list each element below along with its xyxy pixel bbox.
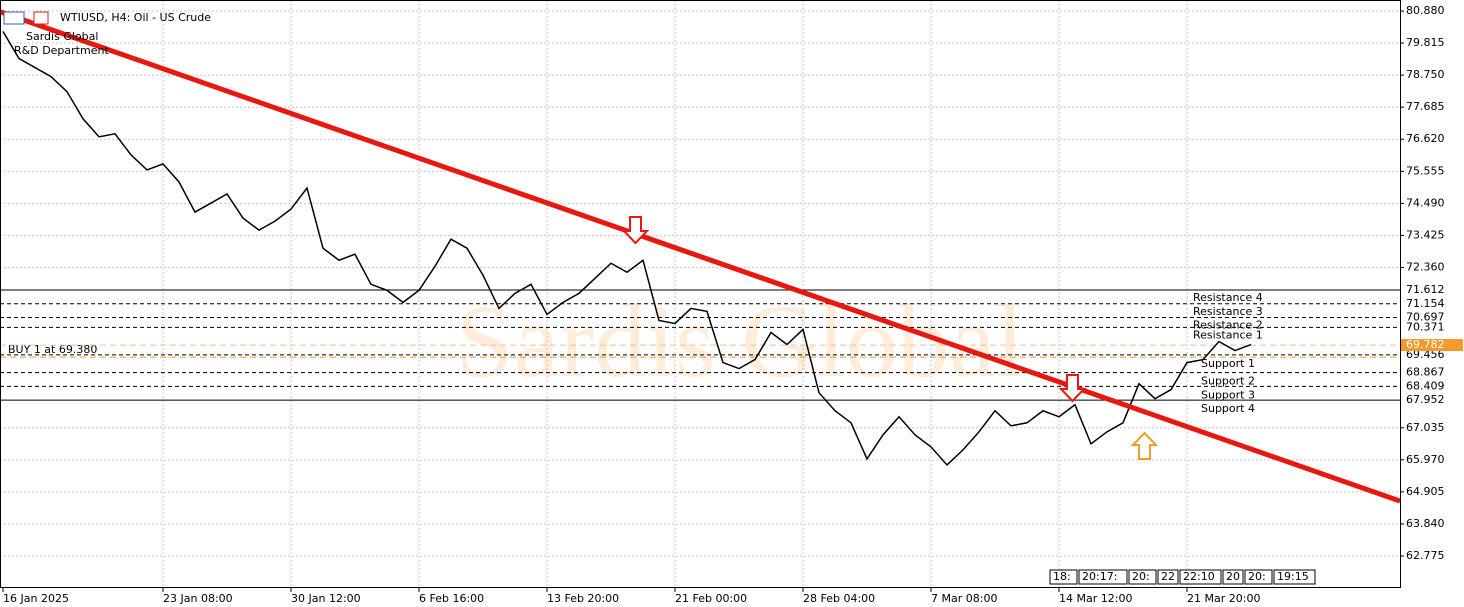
level-tag [1401,321,1463,334]
tab[interactable]: 20:17: [1078,569,1128,585]
tab-label: 20: [1248,570,1266,583]
y-tick-label: 64.905 [1406,485,1445,498]
tab-label: 20: [1132,570,1150,583]
level-tag-label: 71.612 [1406,283,1445,296]
tab[interactable]: 22 [1157,569,1179,585]
buy-label: BUY 1 at 69.380 [8,343,97,356]
tab-label: 20 [1226,570,1240,583]
y-tick-label: 62.775 [1406,549,1445,562]
level-label: Support 4 [1201,402,1255,415]
tab-label: 22:10 [1183,570,1215,583]
level-tag-label: 70.697 [1406,311,1445,324]
y-tick-label: 73.425 [1406,228,1445,241]
x-tick-label: 14 Mar 12:00 [1059,592,1132,605]
level-tag-label: 67.952 [1406,393,1445,406]
y-tick-label: 63.840 [1406,517,1445,530]
level-tag-label: 68.409 [1406,379,1445,392]
tab-label: 22 [1161,570,1175,583]
chart-title: WTIUSD, H4: Oil - US Crude [60,11,211,24]
tab[interactable]: 20: [1128,569,1157,585]
x-tick-label: 21 Feb 00:00 [675,592,747,605]
tab-label: 20:17: [1082,570,1117,583]
y-tick-label: 67.035 [1406,421,1445,434]
y-tick-label: 74.490 [1406,196,1445,209]
x-tick-label: 13 Feb 20:00 [547,592,619,605]
level-tag-label: 71.154 [1406,297,1445,310]
level-label: Resistance 2 [1193,319,1263,332]
sell-arrow [1058,374,1087,403]
tab-box [1179,569,1222,585]
x-tick-label: 7 Mar 08:00 [931,592,997,605]
y-tick-label: 78.750 [1406,68,1445,81]
level-tag [1401,283,1463,296]
x-tick-label: 6 Feb 16:00 [419,592,484,605]
sell-arrow [621,216,650,245]
tab-box [1273,569,1316,585]
plot-frame [0,0,1401,588]
tab[interactable]: 20 [1222,569,1244,585]
x-tick-label: 23 Jan 08:00 [163,592,233,605]
tab-box [1157,569,1179,585]
tab-box [1244,569,1273,585]
level-tag [1401,394,1463,407]
price-tag-label: 69.782 [1406,338,1445,351]
tab-box [1222,569,1244,585]
price-line-series [2,31,1252,467]
y-tick-label: 72.360 [1406,260,1445,273]
menu-icon[interactable] [3,11,25,25]
y-tick-label: 77.685 [1406,100,1445,113]
level-tag [1401,297,1463,310]
level-tag-label: 70.371 [1406,320,1445,333]
level-label: Resistance 4 [1193,291,1263,304]
watermark: Sardis Global [455,284,1024,399]
level-tag-label: 68.867 [1406,366,1445,379]
level-tag [1401,380,1463,393]
price-tag [1401,339,1463,352]
y-tick-label: 76.620 [1406,132,1445,145]
level-tag [1401,311,1463,324]
y-tick-label: 65.970 [1406,453,1445,466]
tab-label: 18: [1053,570,1071,583]
tab[interactable]: 22:10 [1179,569,1222,585]
level-tag [1401,348,1463,361]
chart-icon[interactable] [33,11,49,25]
level-label: Support 2 [1201,375,1255,388]
level-tag-label: 69.456 [1406,348,1445,361]
buy-arrow [1130,431,1159,460]
y-tick-label: 80.880 [1406,4,1445,17]
level-label: Support 1 [1201,357,1255,370]
tab-label: 19:15 [1277,570,1309,583]
price-axis: 80.880 79.815 78.750 77.685 76.620 75.555 74.4… [2,4,1463,605]
x-tick-label: 21 Mar 20:00 [1187,592,1260,605]
trendline [0,9,1401,504]
tab[interactable]: 19:15 [1273,569,1316,585]
subtitle: R&D Department [14,44,109,57]
tab[interactable]: 20: [1244,569,1273,585]
level-label: Support 3 [1201,388,1255,401]
x-tick-label: 28 Feb 04:00 [803,592,875,605]
level-label: Resistance 3 [1193,305,1263,318]
grid [0,0,1400,588]
y-tick-label: 75.555 [1406,164,1445,177]
tab-box [1078,569,1128,585]
y-tick-label: 79.815 [1406,36,1445,49]
x-tick-label: 30 Jan 12:00 [291,592,361,605]
tab-box [1049,569,1078,585]
level-tag [1401,366,1463,379]
level-label: Resistance 1 [1193,328,1263,341]
tab-box [1128,569,1157,585]
tab[interactable]: 18: [1049,569,1078,585]
x-tick-label: 16 Jan 2025 [3,592,69,605]
subtitle: Sardis Global [26,30,98,43]
